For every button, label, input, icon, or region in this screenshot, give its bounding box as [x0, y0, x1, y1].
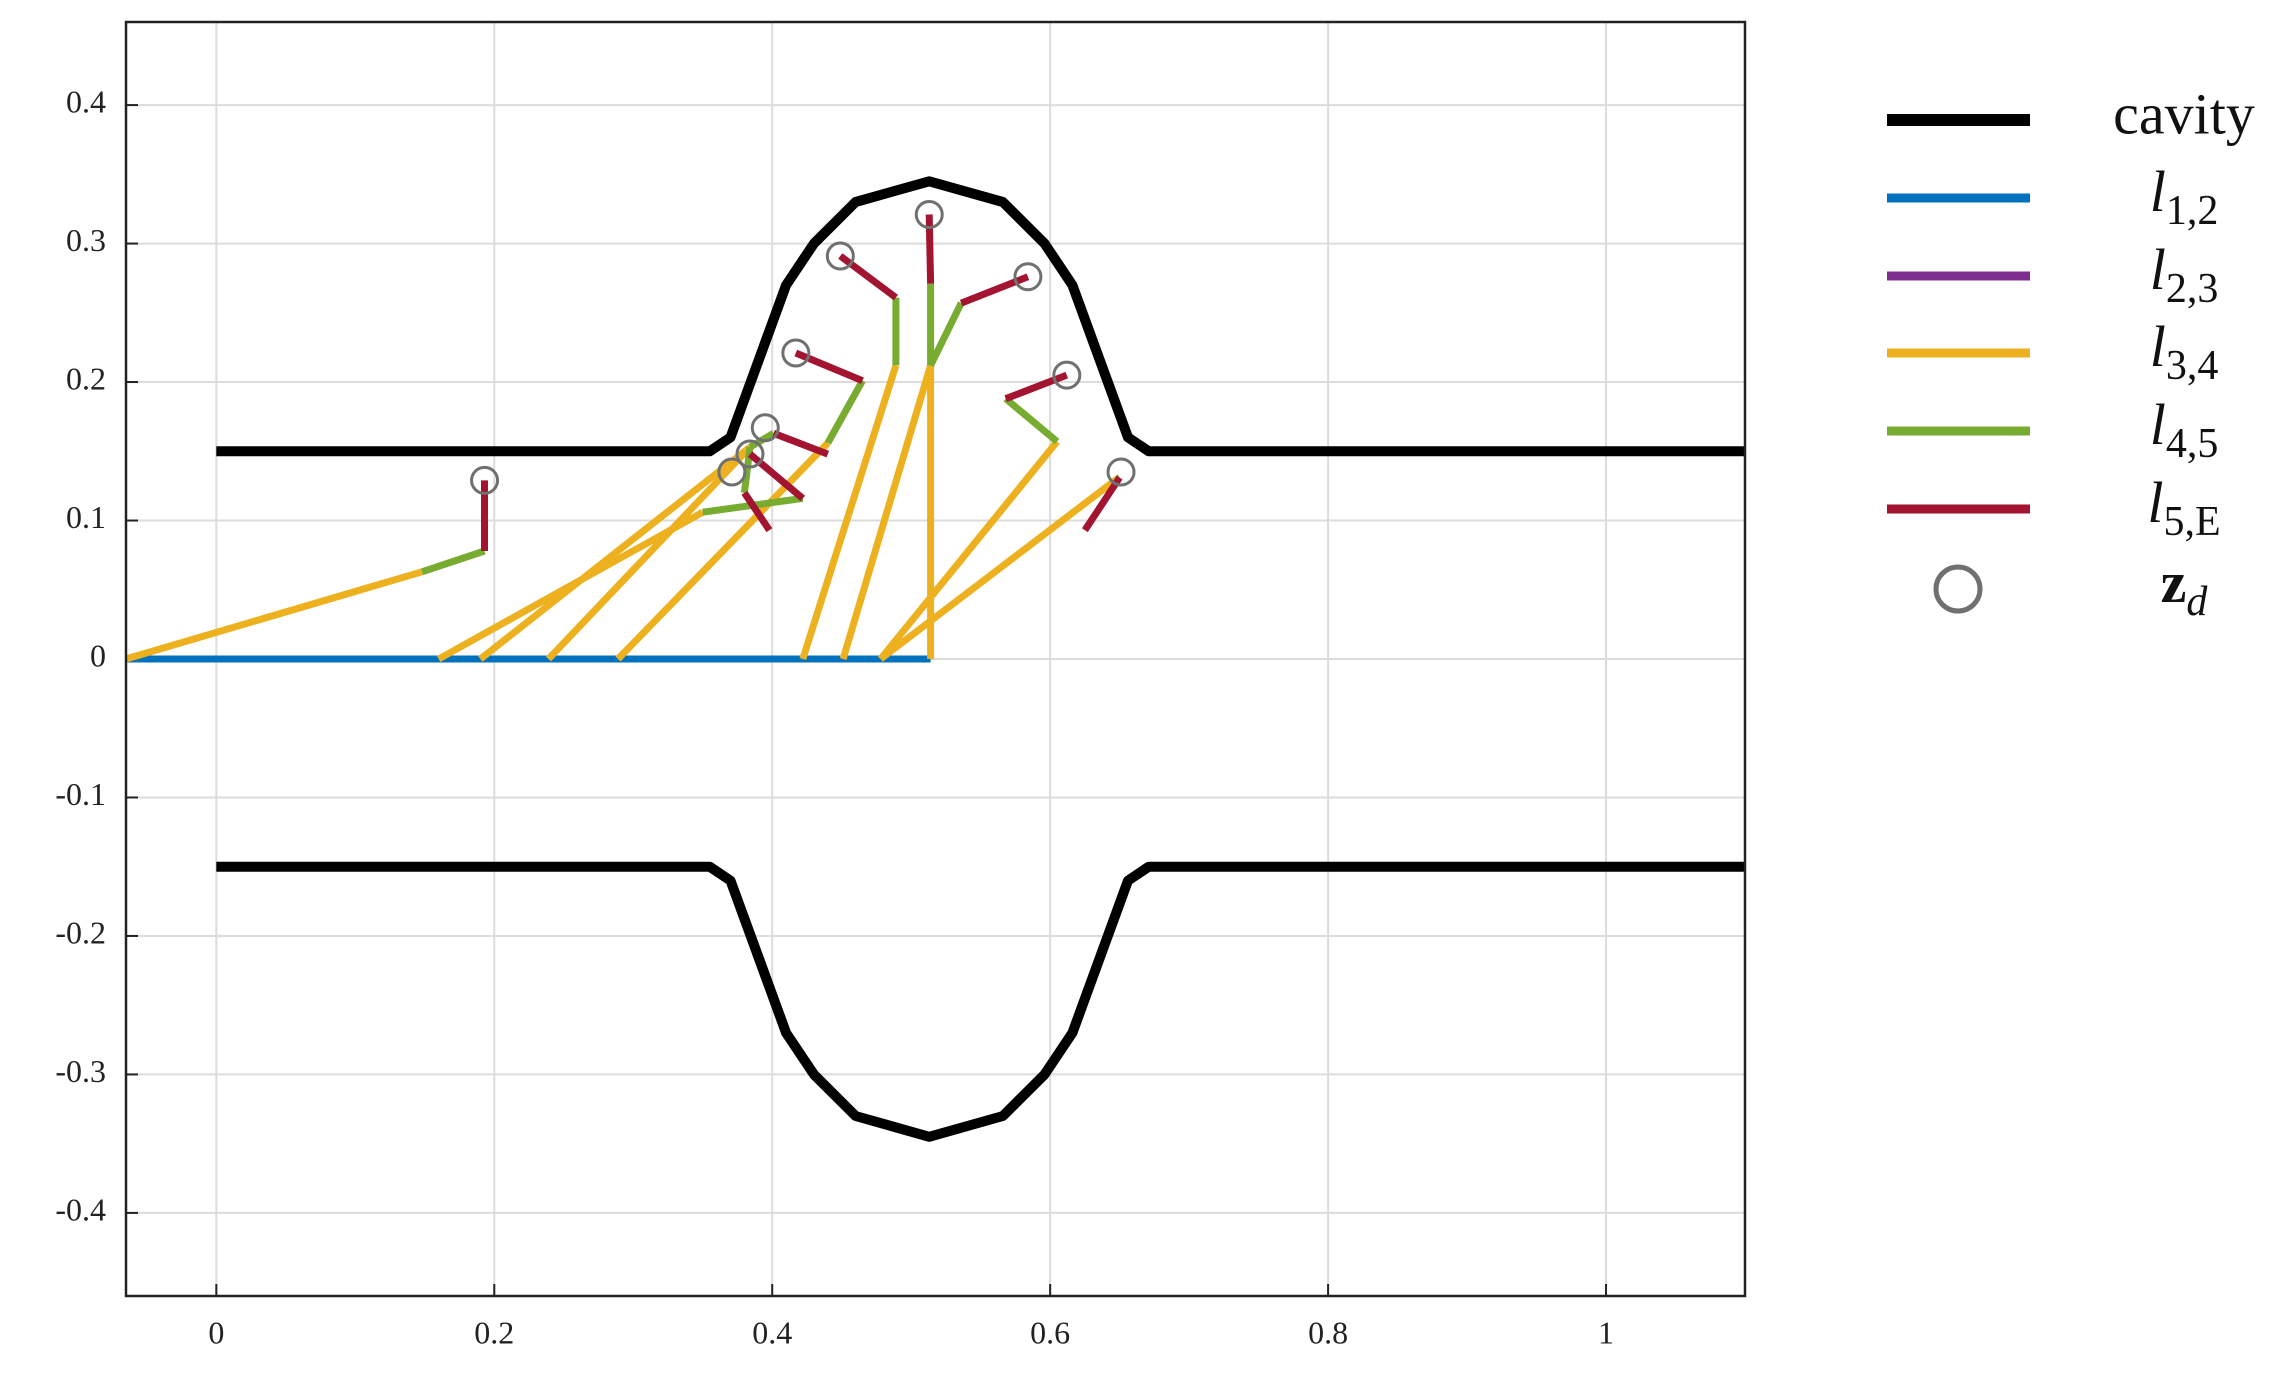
target-marker [1106, 457, 1136, 487]
legend-marker [1933, 564, 1983, 614]
legend-label: zd [2161, 550, 2209, 624]
plot-frame [124, 20, 1747, 1298]
series-line [126, 364, 1120, 663]
y-tick-label: 0.4 [66, 83, 106, 119]
x-tick-label: 0.4 [752, 1314, 792, 1350]
legend-label: l5,E [2147, 470, 2220, 544]
target-marker [717, 457, 747, 487]
legend-label: cavity [2113, 81, 2255, 146]
legend-label: l4,5 [2150, 392, 2219, 466]
target-marker [1052, 360, 1082, 390]
target-marker [1013, 262, 1043, 292]
y-tick-label: 0 [90, 637, 106, 673]
series-line [481, 214, 1123, 551]
target-marker [470, 465, 500, 495]
target-marker [914, 199, 944, 229]
target-marker [735, 439, 765, 469]
y-tick-label: 0.1 [66, 499, 106, 535]
y-tick-label: -0.1 [55, 776, 106, 812]
legend-label: l2,3 [2150, 237, 2219, 311]
y-tick-label: -0.3 [55, 1053, 106, 1089]
x-tick-label: 0.2 [474, 1314, 514, 1350]
x-tick-label: 0.8 [1308, 1314, 1348, 1350]
series-line [216, 176, 1745, 1142]
target-marker [781, 338, 811, 368]
y-tick-label: 0.2 [66, 360, 106, 396]
legend-label: l1,2 [2150, 159, 2219, 233]
x-tick-label: 0 [208, 1314, 224, 1350]
y-tick-label: -0.2 [55, 914, 106, 950]
target-marker [825, 241, 855, 271]
x-tick-label: 0.6 [1030, 1314, 1070, 1350]
x-tick-label: 1 [1598, 1314, 1614, 1350]
legend-label: l3,4 [2150, 314, 2219, 388]
plot-content [126, 176, 1745, 1142]
y-tick-label: -0.4 [55, 1191, 106, 1227]
target-marker [750, 413, 780, 443]
y-tick-label: 0.3 [66, 222, 106, 258]
